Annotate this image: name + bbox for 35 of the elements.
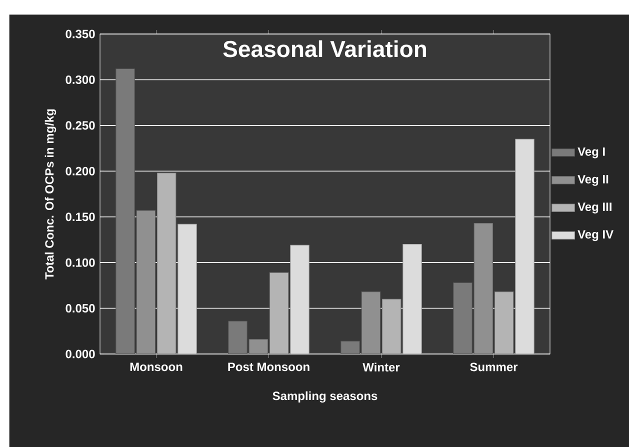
bar (340, 340, 360, 354)
bar (515, 138, 534, 354)
bar (382, 298, 402, 354)
y-tick-label: 0.200 (66, 166, 95, 176)
bar (361, 292, 381, 354)
bar (178, 224, 197, 354)
bar (402, 244, 422, 354)
x-tick-label: Post Monsoon (228, 362, 310, 372)
y-tick-label: 0.100 (66, 258, 95, 267)
x-tick-label: Winter (362, 362, 400, 372)
y-tick-label: 0.250 (66, 121, 95, 130)
y-tick-label: 0.150 (66, 212, 95, 222)
y-tick-label: 0.300 (66, 75, 95, 84)
bar (248, 339, 268, 354)
bar (228, 320, 248, 354)
bar (494, 292, 514, 354)
bar (269, 272, 289, 354)
y-tick-label: 0.350 (66, 30, 95, 38)
x-axis-title: Sampling seasons (272, 391, 378, 403)
legend-label: Veg II (578, 175, 608, 186)
x-tick-label: Summer (470, 362, 518, 372)
bar (474, 222, 494, 354)
y-tick-label: 0.050 (66, 304, 95, 313)
bar (116, 68, 135, 354)
legend-label: Veg IV (578, 230, 614, 242)
chart-title: Seasonal Variation (223, 40, 426, 58)
legend-label: Veg III (578, 202, 612, 214)
x-tick-label: Monsoon (130, 362, 182, 372)
bar (156, 172, 176, 354)
y-axis-title: Total Conc. Of OCPs in mg/kg (44, 109, 56, 280)
bar (453, 282, 472, 354)
legend-label: Veg I (578, 147, 605, 158)
bar (290, 244, 310, 354)
y-tick-label: 0.000 (66, 350, 95, 358)
bar (136, 210, 156, 354)
